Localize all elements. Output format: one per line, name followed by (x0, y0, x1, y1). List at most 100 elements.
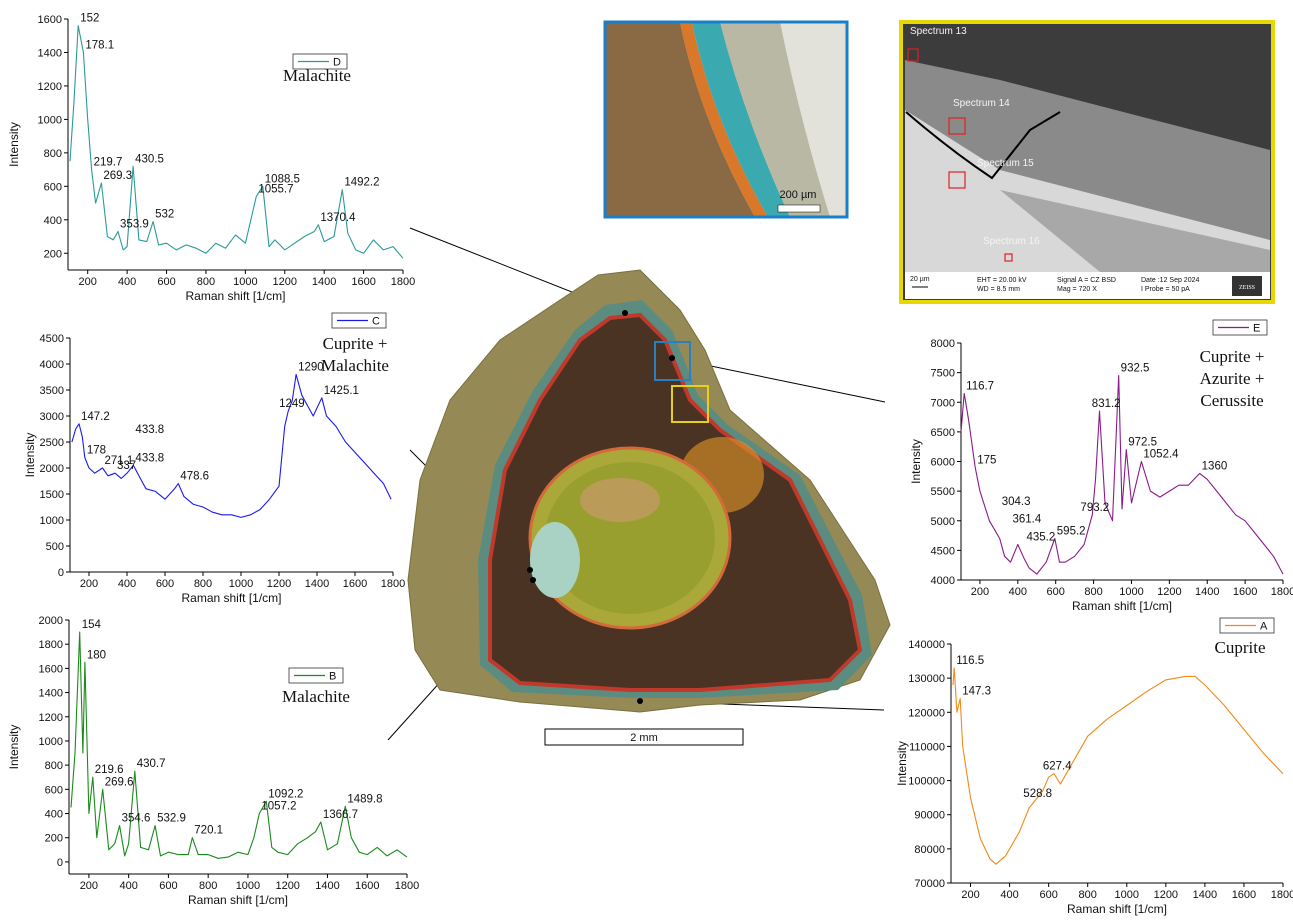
x-tick-label: 200 (961, 889, 979, 901)
y-tick-label: 1200 (39, 712, 63, 724)
y-tick-label: 120000 (908, 707, 945, 719)
y-tick-label: 130000 (908, 673, 945, 685)
x-tick-label: 1200 (273, 276, 297, 288)
peak-label: 1057.2 (261, 801, 296, 813)
peak-label: 1290 (298, 361, 324, 373)
x-tick-label: 1400 (305, 578, 329, 590)
y-tick-label: 1800 (39, 639, 63, 651)
chart-title: Malachite (321, 356, 389, 375)
x-tick-label: 1000 (1119, 586, 1143, 598)
y-tick-label: 4500 (40, 333, 64, 345)
x-tick-label: 1000 (229, 578, 253, 590)
peak-label: 147.2 (81, 411, 110, 423)
legend-label: A (1260, 621, 1268, 633)
x-axis-label: Raman shift [1/cm] (1072, 599, 1172, 613)
chart-title: Malachite (283, 66, 351, 85)
x-tick-label: 1800 (391, 276, 415, 288)
x-tick-label: 200 (80, 880, 98, 892)
peak-label: 219.6 (95, 764, 124, 776)
y-tick-label: 600 (45, 784, 63, 796)
peak-label: 1425.1 (324, 385, 359, 397)
x-tick-label: 600 (156, 578, 174, 590)
y-tick-label: 4500 (931, 545, 955, 557)
y-tick-label: 5500 (931, 486, 955, 498)
y-tick-label: 2500 (40, 437, 64, 449)
y-tick-label: 800 (44, 148, 62, 160)
x-tick-label: 1400 (1193, 889, 1217, 901)
peak-label: 478.6 (180, 471, 209, 483)
peak-label: 1052.4 (1143, 449, 1179, 461)
y-tick-label: 600 (44, 181, 62, 193)
y-tick-label: 2000 (40, 463, 64, 475)
y-axis-label: Intensity (895, 741, 909, 786)
y-tick-label: 7500 (931, 368, 955, 380)
peak-label: 152 (80, 13, 99, 25)
sem-footer-text: EHT = 20.00 kV (977, 277, 1027, 284)
x-tick-label: 1400 (1195, 586, 1219, 598)
sem-spectrum-label: Spectrum 14 (953, 98, 1010, 109)
scale-bar-label: 2 mm (630, 732, 658, 744)
x-tick-label: 1600 (1233, 586, 1257, 598)
chart-title: Cuprite (1215, 638, 1266, 657)
y-axis-label: Intensity (23, 433, 37, 478)
x-axis-label: Raman shift [1/cm] (1067, 902, 1167, 916)
x-tick-label: 200 (79, 276, 97, 288)
peak-label: 1370.4 (320, 212, 356, 224)
y-tick-label: 0 (57, 857, 63, 869)
sem-footer-text: Date :12 Sep 2024 (1141, 277, 1199, 284)
x-tick-label: 1200 (1154, 889, 1178, 901)
x-tick-label: 1200 (275, 880, 299, 892)
x-tick-label: 1800 (395, 880, 419, 892)
x-tick-label: 1600 (1232, 889, 1256, 901)
x-tick-label: 400 (1000, 889, 1018, 901)
y-tick-label: 1000 (40, 515, 64, 527)
x-tick-label: 1400 (312, 276, 336, 288)
chart-title: Malachite (282, 687, 350, 706)
x-tick-label: 800 (1079, 889, 1097, 901)
y-tick-label: 5000 (931, 516, 955, 528)
x-tick-label: 600 (1039, 889, 1057, 901)
peak-label: 180 (87, 649, 106, 661)
x-tick-label: 400 (1009, 586, 1027, 598)
x-tick-label: 200 (971, 586, 989, 598)
y-tick-label: 400 (45, 809, 63, 821)
peak-label: 1489.8 (347, 793, 382, 805)
x-tick-label: 1600 (343, 578, 367, 590)
peak-label: 595.2 (1057, 526, 1086, 538)
sem-spectrum-label: Spectrum 16 (983, 236, 1040, 247)
peak-label: 433.8 (135, 424, 164, 436)
peak-label: 435.2 (1026, 531, 1055, 543)
chart-title: Cuprite + (323, 334, 388, 353)
peak-label: 1092.2 (268, 788, 303, 800)
peak-label: 433.8 (135, 452, 164, 464)
x-tick-label: 800 (1084, 586, 1102, 598)
y-tick-label: 140000 (908, 639, 945, 651)
y-tick-label: 90000 (914, 810, 945, 822)
peak-label: 430.7 (137, 758, 166, 770)
peak-label: 353.9 (120, 219, 149, 231)
x-tick-label: 1000 (1115, 889, 1139, 901)
x-tick-label: 1800 (1271, 889, 1293, 901)
peak-label: 116.7 (966, 380, 994, 392)
y-tick-label: 4000 (931, 575, 955, 587)
sem-footer-text: I Probe = 50 pA (1141, 286, 1190, 293)
peak-label: 175 (977, 454, 996, 466)
y-tick-label: 7000 (931, 397, 955, 409)
x-tick-label: 200 (80, 578, 98, 590)
peak-label: 831.2 (1092, 398, 1121, 410)
x-tick-label: 1000 (233, 276, 257, 288)
legend-label: B (329, 671, 336, 683)
peak-label: 354.6 (122, 813, 151, 825)
x-axis-label: Raman shift [1/cm] (188, 893, 288, 907)
y-tick-label: 3500 (40, 385, 64, 397)
x-tick-label: 1200 (1157, 586, 1181, 598)
peak-label: 1492.2 (344, 177, 379, 189)
x-tick-label: 1600 (355, 880, 379, 892)
legend-label: C (372, 316, 380, 328)
optical-scale-label: 200 µm (780, 189, 817, 201)
legend-label: E (1253, 323, 1260, 335)
y-tick-label: 1200 (38, 81, 62, 93)
y-tick-label: 3000 (40, 411, 64, 423)
peak-label: 178 (87, 445, 106, 457)
y-tick-label: 200 (44, 248, 62, 260)
